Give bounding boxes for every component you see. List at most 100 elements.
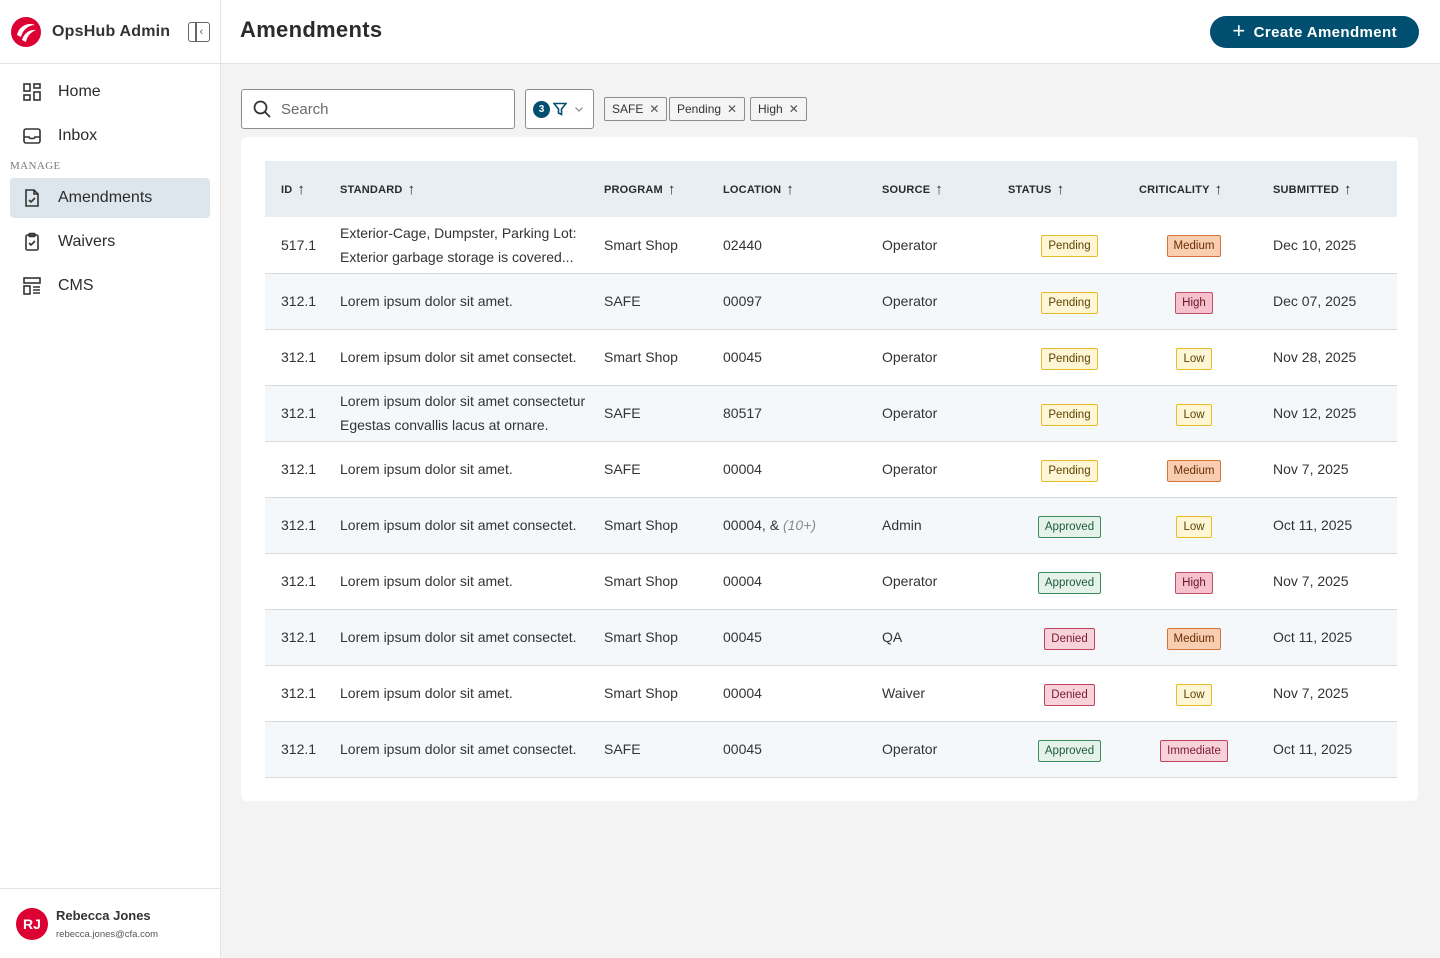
- sidebar-nav: Home Inbox MANAGE Amendments: [0, 64, 220, 306]
- cell-location: 00004, & (10+): [723, 497, 882, 553]
- filter-chip-high[interactable]: High ✕: [750, 97, 807, 121]
- location-value: 00004: [723, 685, 762, 701]
- sidebar-item-home[interactable]: Home: [10, 72, 210, 112]
- user-email: rebecca.jones@cfa.com: [56, 928, 159, 940]
- status-badge: Pending: [1041, 459, 1098, 482]
- cell-standard: Lorem ipsum dolor sit amet.: [340, 293, 513, 309]
- chip-label: SAFE: [612, 102, 644, 116]
- sort-arrow-up-icon[interactable]: ↑: [1056, 180, 1065, 198]
- cell-location: 80517: [723, 385, 882, 441]
- status-badge: Pending: [1041, 235, 1098, 258]
- sidebar-item-amendments[interactable]: Amendments: [10, 178, 210, 218]
- cell-id: 312.1: [281, 293, 317, 309]
- column-header-status[interactable]: STATUS ↑: [1008, 180, 1065, 198]
- sidebar-item-cms[interactable]: CMS: [10, 266, 210, 306]
- table-row[interactable]: 312.1 Lorem ipsum dolor sit amet consect…: [265, 329, 1397, 385]
- sort-arrow-up-icon[interactable]: ↑: [667, 180, 676, 198]
- cell-status: Pending: [1008, 273, 1139, 329]
- cell-source: Operator: [882, 349, 938, 365]
- table-row[interactable]: 312.1 Lorem ipsum dolor sit amet. Smart …: [265, 553, 1397, 609]
- cell-status: Pending: [1008, 329, 1139, 385]
- location-more[interactable]: (10+): [782, 517, 817, 533]
- table-row[interactable]: 312.1 Lorem ipsum dolor sit amet consect…: [265, 385, 1397, 441]
- location-value: 00045: [723, 629, 762, 645]
- column-header-submitted[interactable]: SUBMITTED ↑: [1273, 180, 1352, 198]
- logo-icon[interactable]: [10, 16, 42, 48]
- column-header-program[interactable]: PROGRAM ↑: [604, 180, 676, 198]
- cell-source: Operator: [882, 741, 938, 757]
- cell-id: 312.1: [281, 685, 317, 701]
- top-bar: Amendments + Create Amendment: [221, 0, 1440, 64]
- cell-status: Approved: [1008, 497, 1139, 553]
- cell-standard: Lorem ipsum dolor sit amet.: [340, 573, 513, 589]
- user-profile[interactable]: RJ Rebecca Jones rebecca.jones@cfa.com: [0, 888, 220, 958]
- cell-submitted: Nov 7, 2025: [1273, 685, 1349, 701]
- cell-standard: Lorem ipsum dolor sit amet consectet.: [340, 629, 577, 645]
- sidebar-item-inbox[interactable]: Inbox: [10, 116, 210, 156]
- amendments-card: ID ↑ STANDARD ↑ PROGRAM ↑ LOCATION ↑ SOURCE ↑…: [241, 137, 1418, 801]
- sort-arrow-up-icon[interactable]: ↑: [1214, 180, 1223, 198]
- close-icon[interactable]: ✕: [788, 102, 799, 116]
- criticality-badge: Low: [1176, 347, 1212, 370]
- inbox-icon: [22, 126, 42, 146]
- search-input[interactable]: [281, 100, 501, 118]
- filter-button[interactable]: 3: [525, 89, 594, 129]
- sidebar-item-label: Waivers: [58, 233, 116, 250]
- table-header-row: ID ↑ STANDARD ↑ PROGRAM ↑ LOCATION ↑ SOURCE ↑…: [265, 161, 1397, 217]
- collapse-sidebar-button[interactable]: ‹: [188, 22, 210, 42]
- cell-standard: Lorem ipsum dolor sit amet.: [340, 461, 513, 477]
- sort-arrow-up-icon[interactable]: ↑: [407, 180, 416, 198]
- location-value: 00004: [723, 461, 762, 477]
- status-badge: Denied: [1044, 683, 1095, 706]
- cell-program: Smart Shop: [604, 573, 678, 589]
- cell-criticality: Medium: [1139, 217, 1273, 273]
- column-header-id[interactable]: ID ↑: [281, 180, 306, 198]
- sidebar-item-label: CMS: [58, 277, 94, 294]
- cell-source: Operator: [882, 236, 938, 253]
- table-row[interactable]: 312.1 Lorem ipsum dolor sit amet. SAFE 0…: [265, 441, 1397, 497]
- table-row[interactable]: 517.1 Exterior-Cage, Dumpster, Parking L…: [265, 217, 1397, 273]
- table-row[interactable]: 312.1 Lorem ipsum dolor sit amet consect…: [265, 609, 1397, 665]
- amendments-table: ID ↑ STANDARD ↑ PROGRAM ↑ LOCATION ↑ SOURCE ↑…: [265, 161, 1397, 778]
- cell-source: Operator: [882, 293, 938, 309]
- app-name: OpsHub Admin: [52, 22, 171, 40]
- sort-arrow-up-icon[interactable]: ↑: [935, 180, 943, 198]
- close-icon[interactable]: ✕: [649, 102, 660, 116]
- filter-chip-pending[interactable]: Pending ✕: [669, 97, 746, 121]
- cell-status: Pending: [1008, 385, 1139, 441]
- cell-program: Smart Shop: [604, 349, 678, 365]
- column-header-standard[interactable]: STANDARD ↑: [340, 180, 416, 198]
- table-row[interactable]: 312.1 Lorem ipsum dolor sit amet consect…: [265, 497, 1397, 553]
- table-row[interactable]: 312.1 Lorem ipsum dolor sit amet. SAFE 0…: [265, 273, 1397, 329]
- table-row[interactable]: 312.1 Lorem ipsum dolor sit amet consect…: [265, 721, 1397, 777]
- column-header-criticality[interactable]: CRITICALITY ↑: [1139, 180, 1223, 198]
- criticality-badge: High: [1175, 291, 1213, 314]
- close-icon[interactable]: ✕: [727, 102, 738, 116]
- sidebar: OpsHub Admin ‹ Home Inbox MANAGE: [0, 0, 221, 958]
- cell-criticality: High: [1139, 553, 1273, 609]
- column-header-source[interactable]: SOURCE ↑: [882, 180, 943, 198]
- chip-label: Pending: [677, 102, 722, 116]
- criticality-badge: Immediate: [1160, 739, 1228, 762]
- sort-arrow-up-icon[interactable]: ↑: [1343, 180, 1352, 198]
- chip-label: High: [758, 102, 783, 116]
- status-badge: Approved: [1037, 571, 1102, 594]
- cell-program: SAFE: [604, 741, 641, 757]
- filter-chip-safe[interactable]: SAFE ✕: [604, 97, 668, 121]
- chevron-left-icon: ‹: [199, 25, 204, 38]
- criticality-badge: Low: [1176, 403, 1212, 426]
- criticality-badge: Low: [1176, 683, 1212, 706]
- cell-standard: Lorem ipsum dolor sit amet consectetur E…: [340, 393, 586, 433]
- column-header-location[interactable]: LOCATION ↑: [723, 180, 794, 198]
- cell-source: Operator: [882, 405, 938, 421]
- sidebar-item-label: Amendments: [58, 189, 153, 206]
- sort-arrow-up-icon[interactable]: ↑: [297, 180, 306, 198]
- location-value: 00045: [723, 349, 762, 365]
- cell-location: 00097: [723, 273, 882, 329]
- create-amendment-button[interactable]: + Create Amendment: [1210, 16, 1419, 48]
- cell-source: Waiver: [882, 685, 926, 701]
- sort-arrow-up-icon[interactable]: ↑: [786, 180, 794, 198]
- sidebar-item-waivers[interactable]: Waivers: [10, 222, 210, 262]
- table-row[interactable]: 312.1 Lorem ipsum dolor sit amet. Smart …: [265, 665, 1397, 721]
- search-box[interactable]: [241, 89, 515, 129]
